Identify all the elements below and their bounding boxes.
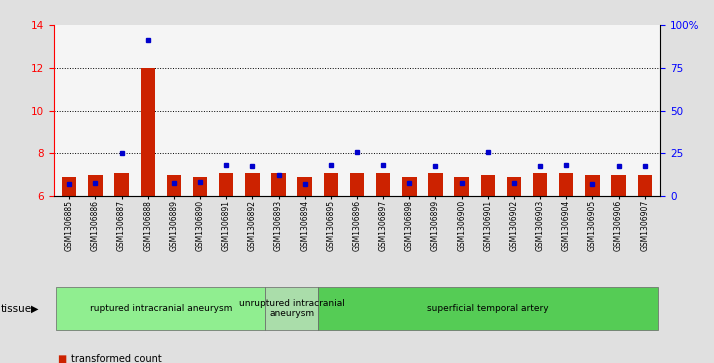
Bar xyxy=(454,177,469,196)
Bar xyxy=(428,172,443,196)
Bar xyxy=(318,287,658,330)
Bar xyxy=(402,177,416,196)
Bar xyxy=(507,177,521,196)
Bar xyxy=(481,175,495,196)
Bar xyxy=(245,172,260,196)
Bar xyxy=(638,175,652,196)
Bar xyxy=(376,172,391,196)
Bar xyxy=(585,175,600,196)
Bar xyxy=(611,175,625,196)
Bar xyxy=(89,175,103,196)
Text: unruptured intracranial
aneurysm: unruptured intracranial aneurysm xyxy=(238,299,345,318)
Bar xyxy=(323,172,338,196)
Bar xyxy=(266,287,318,330)
Text: ruptured intracranial aneurysm: ruptured intracranial aneurysm xyxy=(90,304,232,313)
Bar xyxy=(219,172,233,196)
Text: transformed count: transformed count xyxy=(71,354,162,363)
Bar xyxy=(62,177,76,196)
Bar xyxy=(271,172,286,196)
Text: tissue: tissue xyxy=(1,303,32,314)
Bar xyxy=(166,175,181,196)
Text: superficial temporal artery: superficial temporal artery xyxy=(427,304,548,313)
Bar xyxy=(193,177,207,196)
Bar xyxy=(559,172,573,196)
Bar xyxy=(114,172,129,196)
Text: ▶: ▶ xyxy=(31,303,39,314)
Bar xyxy=(141,68,155,196)
Bar xyxy=(350,172,364,196)
Bar xyxy=(56,287,266,330)
Bar xyxy=(298,177,312,196)
Bar xyxy=(533,172,548,196)
Text: ■: ■ xyxy=(57,354,66,363)
